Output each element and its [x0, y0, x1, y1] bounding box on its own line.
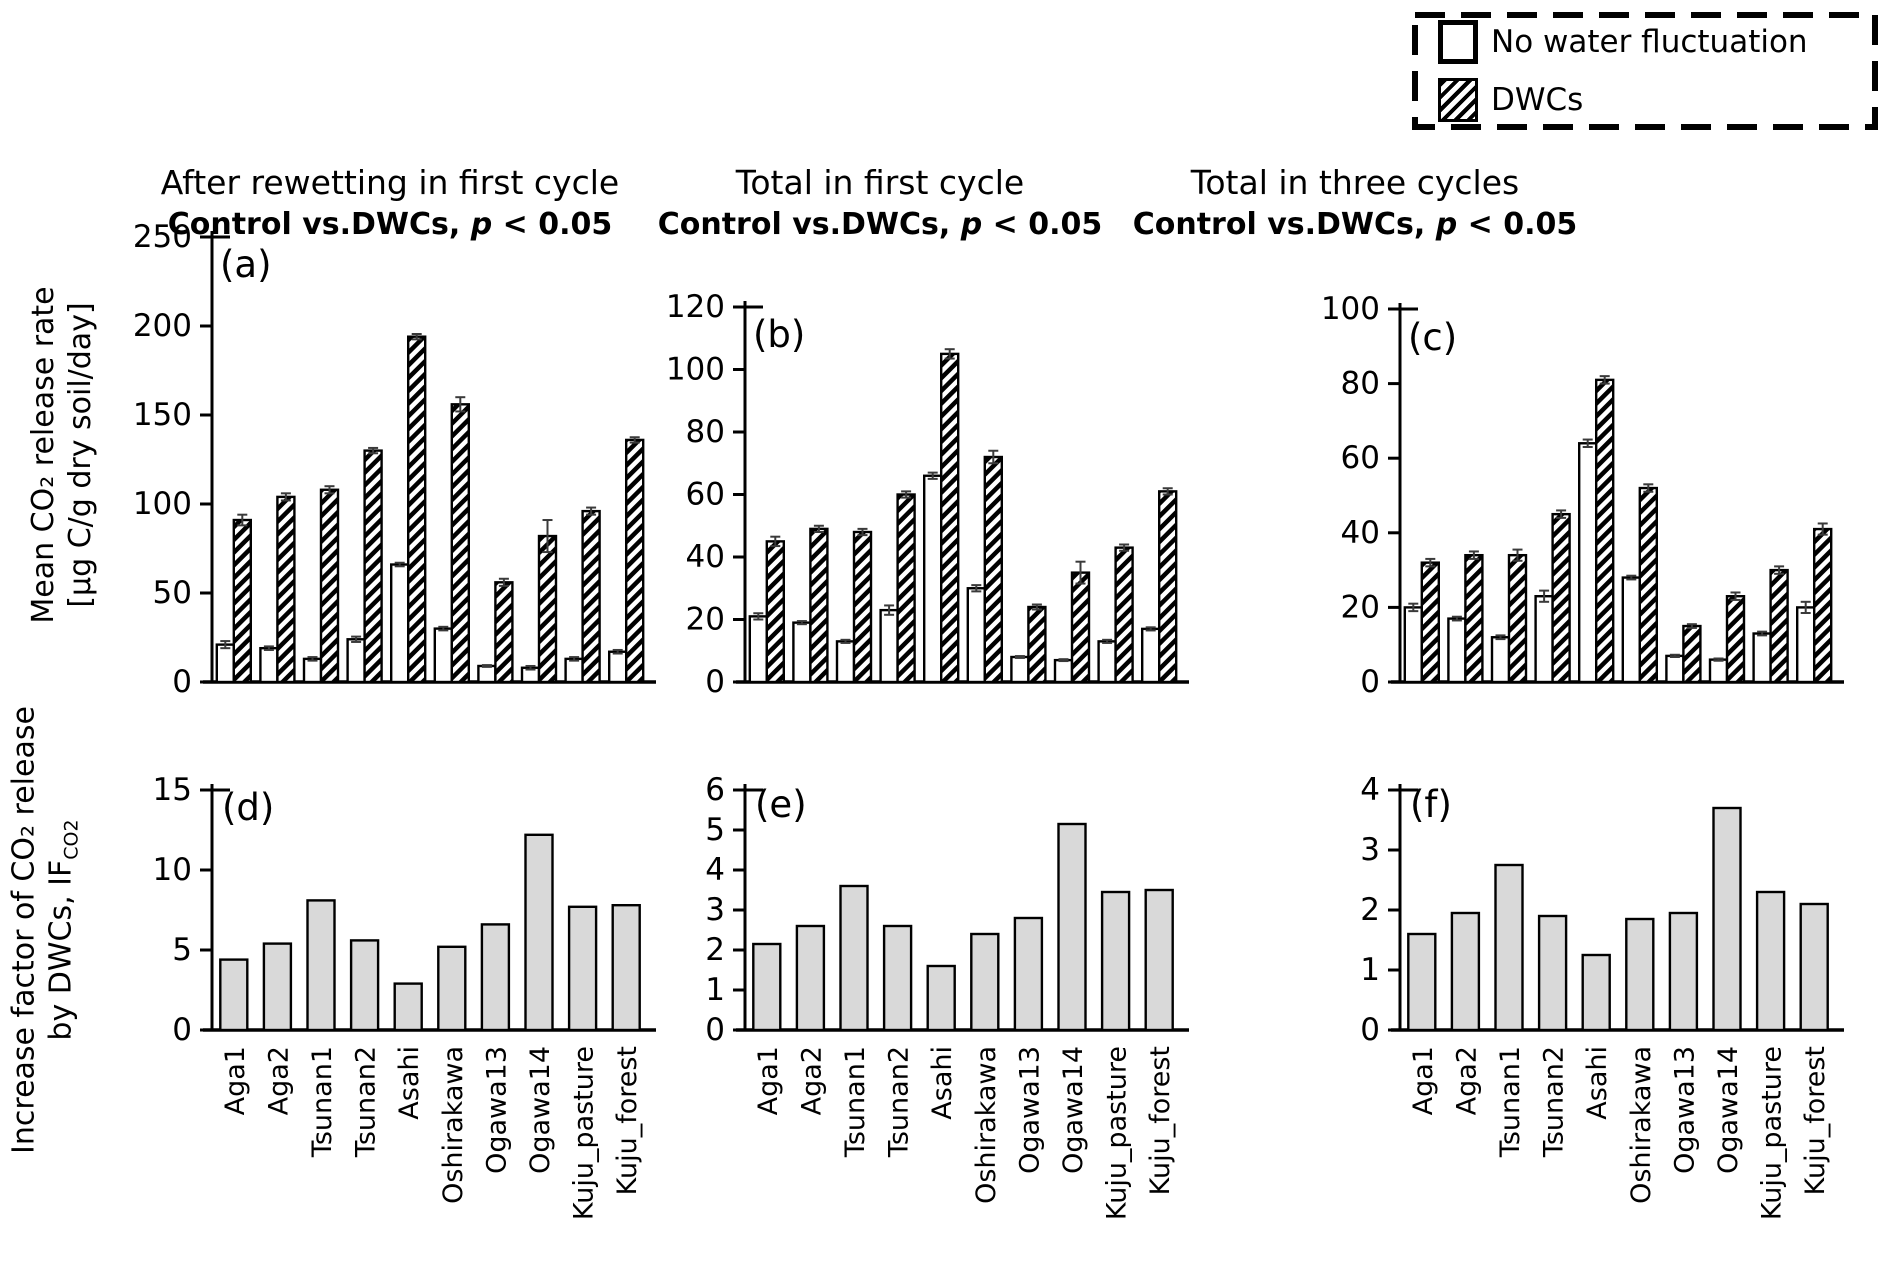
- svg-text:1: 1: [705, 972, 725, 1008]
- svg-text:Aga2: Aga2: [1451, 1046, 1482, 1115]
- svg-text:Aga1: Aga1: [1408, 1046, 1439, 1115]
- svg-text:60: 60: [686, 477, 725, 513]
- panel-letter-c: (c): [1408, 316, 1458, 359]
- svg-text:80: 80: [1341, 366, 1380, 402]
- y-axis-label-bottom-line2: by DWCs, IFCO2: [43, 819, 83, 1041]
- svg-text:Oshirakawa: Oshirakawa: [1626, 1046, 1657, 1204]
- no-water-fluctuation-swatch: [1438, 20, 1478, 64]
- svg-text:0: 0: [1360, 1012, 1380, 1048]
- svg-text:150: 150: [133, 397, 192, 433]
- svg-text:Oshirakawa: Oshirakawa: [438, 1046, 469, 1204]
- svg-text:5: 5: [172, 932, 192, 968]
- legend-item-no-water-fluctuation: No water fluctuation: [1438, 20, 1868, 64]
- chart-panel-a: 0 50 100 150 200 250: [133, 219, 656, 700]
- y-axis-label-top-line2: [μg C/g dry soil/day]: [63, 302, 98, 608]
- dwcs-swatch: [1438, 78, 1478, 122]
- y-axis-label-top-line1: Mean CO₂ release rate: [26, 286, 61, 624]
- svg-text:3: 3: [705, 892, 725, 928]
- chart-panel-e: 0 1 2 3 4 5 6 Aga1 Aga2 Tsunan1 Tsunan2 Asahi Oshira…: [705, 772, 1189, 1220]
- svg-text:0: 0: [705, 1012, 725, 1048]
- svg-text:Asahi: Asahi: [927, 1046, 958, 1120]
- svg-text:Kuju_pasture: Kuju_pasture: [1757, 1046, 1788, 1220]
- svg-text:Kuju_forest: Kuju_forest: [1800, 1046, 1831, 1195]
- svg-text:Ogawa13: Ogawa13: [1669, 1046, 1700, 1174]
- svg-text:120: 120: [666, 289, 725, 325]
- svg-text:Oshirakawa: Oshirakawa: [971, 1046, 1002, 1204]
- svg-text:40: 40: [1341, 515, 1380, 551]
- svg-text:Aga2: Aga2: [796, 1046, 827, 1115]
- svg-text:40: 40: [686, 539, 725, 575]
- svg-text:2: 2: [705, 932, 725, 968]
- svg-text:0: 0: [172, 664, 192, 700]
- column-subtitle-1: Control vs.DWCs, p < 0.05: [167, 207, 613, 242]
- svg-text:0: 0: [705, 664, 725, 700]
- svg-text:Tsunan2: Tsunan2: [884, 1046, 915, 1158]
- svg-text:4: 4: [1360, 772, 1380, 808]
- svg-text:Tsunan2: Tsunan2: [351, 1046, 382, 1158]
- svg-text:80: 80: [686, 414, 725, 450]
- svg-text:200: 200: [133, 308, 192, 344]
- svg-text:Aga1: Aga1: [220, 1046, 251, 1115]
- svg-text:Ogawa13: Ogawa13: [1014, 1046, 1045, 1174]
- svg-text:Kuju_pasture: Kuju_pasture: [569, 1046, 600, 1220]
- svg-text:Kuju_forest: Kuju_forest: [1145, 1046, 1176, 1195]
- svg-text:10: 10: [153, 852, 192, 888]
- svg-text:5: 5: [705, 812, 725, 848]
- svg-text:Asahi: Asahi: [1582, 1046, 1613, 1120]
- svg-text:20: 20: [686, 602, 725, 638]
- column-title-total-first-cycle: Total in first cycle: [735, 163, 1025, 202]
- svg-text:Tsunan1: Tsunan1: [1495, 1046, 1526, 1158]
- column-subtitle-3: Control vs.DWCs, p < 0.05: [1132, 207, 1578, 242]
- svg-text:Asahi: Asahi: [394, 1046, 425, 1120]
- svg-text:Tsunan1: Tsunan1: [307, 1046, 338, 1158]
- svg-text:2: 2: [1360, 892, 1380, 928]
- svg-text:6: 6: [705, 772, 725, 808]
- svg-text:1: 1: [1360, 952, 1380, 988]
- column-title-after-rewetting: After rewetting in first cycle: [160, 163, 620, 202]
- svg-text:Ogawa14: Ogawa14: [1058, 1046, 1089, 1174]
- svg-text:20: 20: [1341, 589, 1380, 625]
- svg-text:100: 100: [1321, 291, 1380, 327]
- svg-text:50: 50: [153, 575, 192, 611]
- svg-text:60: 60: [1341, 440, 1380, 476]
- legend-label-no-water-fluctuation: No water fluctuation: [1491, 24, 1808, 60]
- svg-text:100: 100: [666, 352, 725, 388]
- svg-text:Ogawa14: Ogawa14: [525, 1046, 556, 1174]
- svg-text:Tsunan1: Tsunan1: [840, 1046, 871, 1158]
- panel-letter-a: (a): [220, 243, 272, 286]
- chart-panel-d: 0 5 10 15 Aga1 Aga2 Tsunan1 Tsunan2 Asahi Oshirak…: [153, 772, 656, 1220]
- legend-item-dwcs: DWCs: [1438, 78, 1868, 122]
- column-subtitle-2: Control vs.DWCs, p < 0.05: [657, 207, 1103, 242]
- svg-text:4: 4: [705, 852, 725, 888]
- chart-panel-b: 0 20 40 60 80 100 120: [666, 289, 1189, 700]
- svg-text:Kuju_pasture: Kuju_pasture: [1102, 1046, 1133, 1220]
- y-axis-label-top: Mean CO₂ release rate [μg C/g dry soil/d…: [25, 286, 99, 623]
- y-axis-label-bottom: Increase factor of CO₂ release by DWCs, …: [6, 706, 91, 1154]
- chart-panel-c: 0 20 40 60 80 100: [1321, 291, 1844, 700]
- svg-text:0: 0: [172, 1012, 192, 1048]
- legend-dashed-border: [1412, 12, 1878, 130]
- svg-text:Kuju_forest: Kuju_forest: [612, 1046, 643, 1195]
- svg-text:3: 3: [1360, 832, 1380, 868]
- panel-letter-e: (e): [755, 783, 807, 826]
- svg-text:Aga1: Aga1: [753, 1046, 784, 1115]
- svg-text:15: 15: [153, 772, 192, 808]
- svg-text:0: 0: [1360, 664, 1380, 700]
- chart-panel-f: 0 1 2 3 4 Aga1 Aga2 Tsunan1 Tsunan2 Asahi Oshiraka…: [1360, 772, 1844, 1220]
- ifco2-subscript: CO2: [60, 819, 83, 860]
- svg-text:Aga2: Aga2: [263, 1046, 294, 1115]
- svg-text:250: 250: [133, 219, 192, 255]
- svg-text:Ogawa13: Ogawa13: [481, 1046, 512, 1174]
- legend: No water fluctuation DWCs: [1412, 12, 1878, 130]
- panel-letter-d: (d): [222, 786, 275, 829]
- column-title-total-three-cycles: Total in three cycles: [1190, 163, 1520, 202]
- legend-label-dwcs: DWCs: [1491, 82, 1584, 118]
- svg-text:Tsunan2: Tsunan2: [1539, 1046, 1570, 1158]
- y-axis-label-bottom-line1: Increase factor of CO₂ release: [6, 706, 42, 1154]
- svg-text:Ogawa14: Ogawa14: [1713, 1046, 1744, 1174]
- panel-letter-b: (b): [753, 313, 806, 356]
- svg-text:100: 100: [133, 486, 192, 522]
